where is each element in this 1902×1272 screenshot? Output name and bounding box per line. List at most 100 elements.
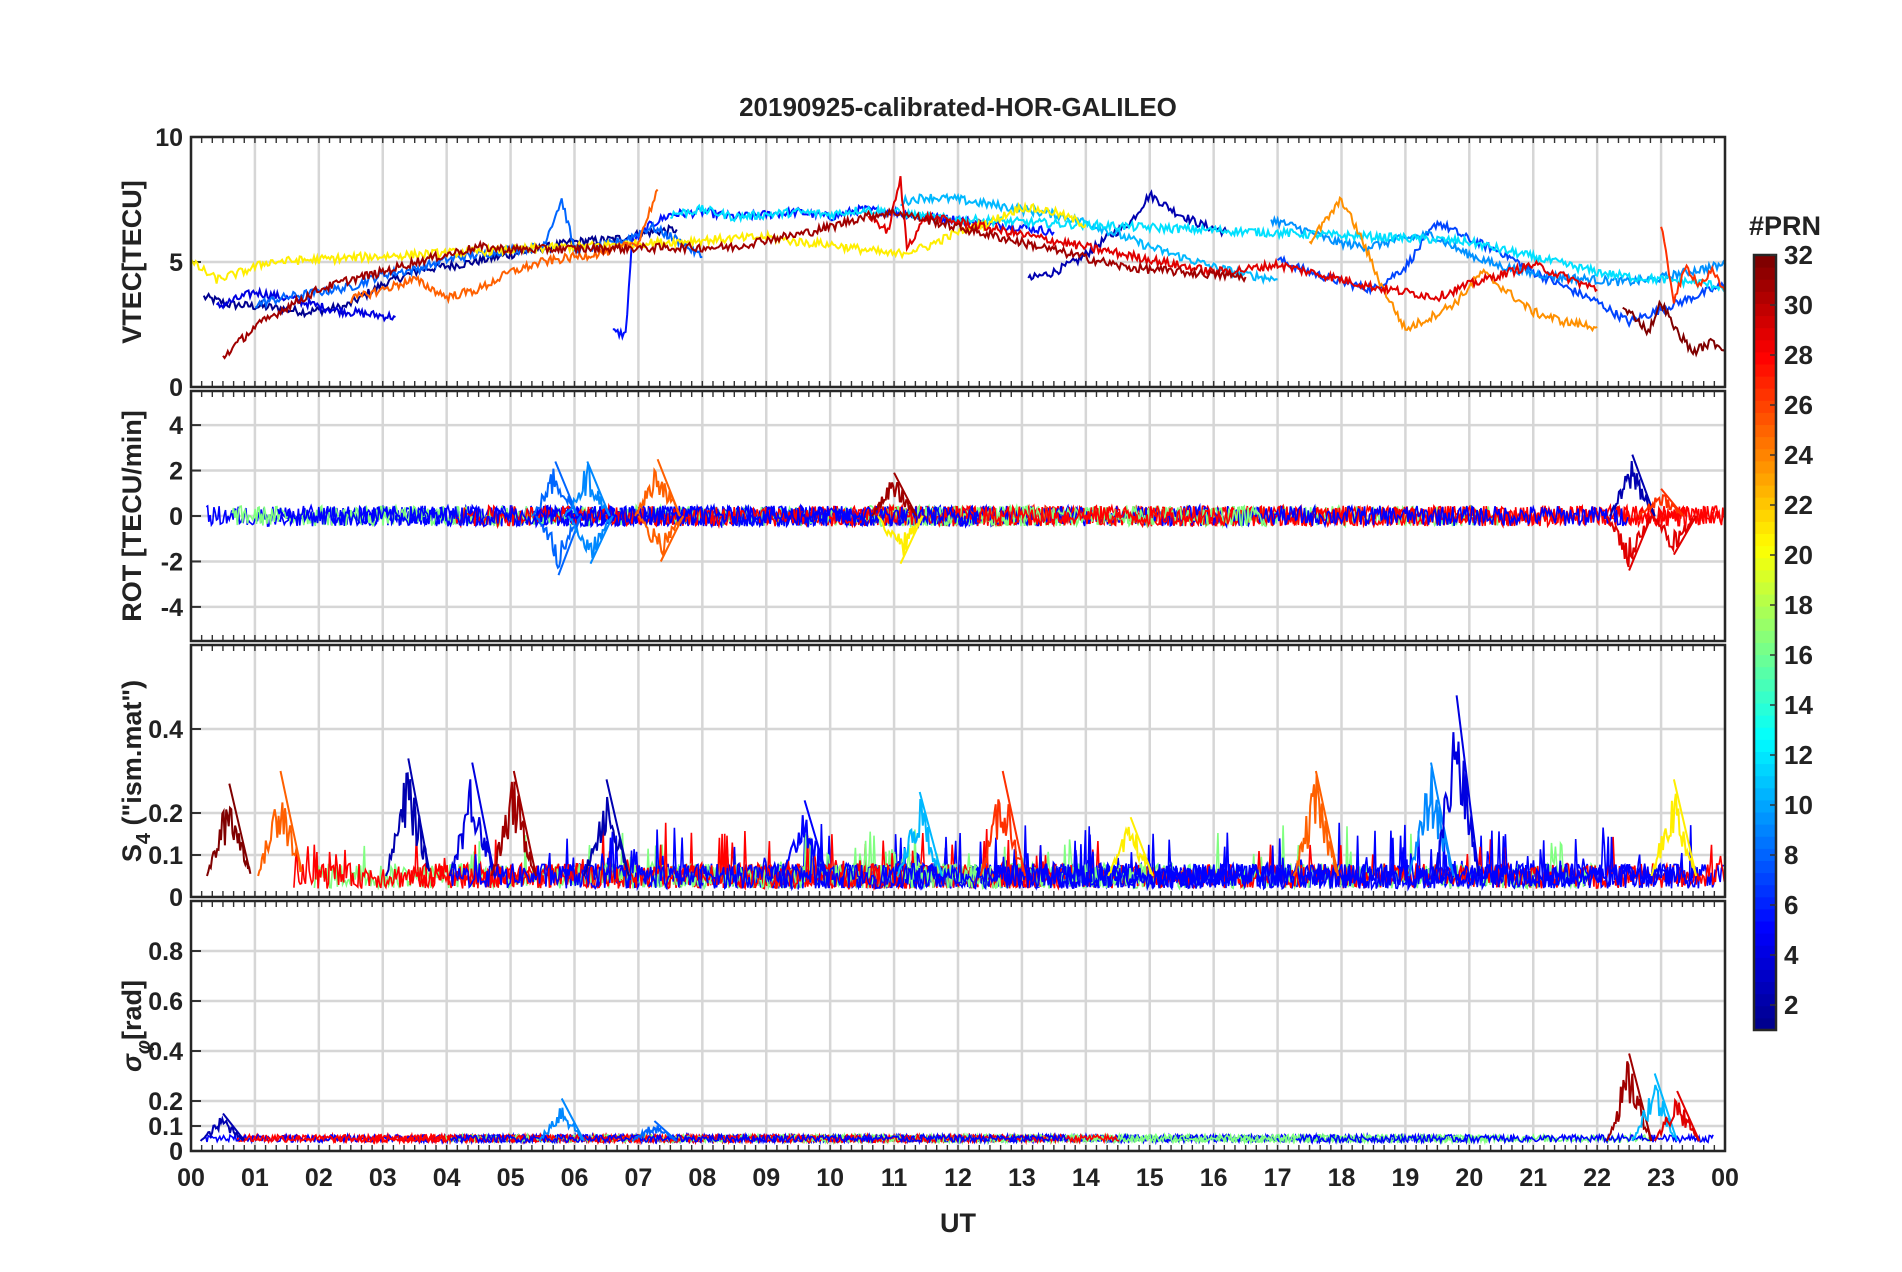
colorbar-frame [1752,253,1778,1032]
colorbar-segment [1754,412,1776,426]
colorbar-tick-label: 4 [1784,940,1799,970]
series-prn-31 [222,206,1247,360]
spike-rot [870,472,918,517]
spike-sigma_phi [631,1120,678,1142]
spike-s4 [583,779,630,877]
x-tick-label: 13 [1008,1164,1036,1192]
series-group-rot [205,454,1725,576]
colorbar-segment [1754,787,1776,801]
axes-frame-rot [189,389,1727,643]
colorbar-segment [1754,836,1776,849]
x-tick-label: 10 [816,1164,844,1192]
colorbar-segment [1754,933,1776,946]
colorbar-segment [1754,557,1776,571]
colorbar-segment [1754,872,1776,886]
x-tick-label: 20 [1455,1164,1483,1192]
y-tick-label: 0 [169,374,183,402]
y-tick-label: 0.4 [148,1038,183,1066]
series-prn-32 [1622,299,1725,358]
colorbar-segment [1754,315,1776,329]
x-tick-label: 12 [944,1164,972,1192]
y-tick-label: 0.4 [148,716,183,744]
spike-rot [1606,515,1653,571]
colorbar-segment [1754,860,1776,874]
colorbar-segment [1754,703,1776,716]
spike-s4 [1650,779,1698,877]
colorbar-segment [1754,485,1776,498]
colorbar-tick-label: 20 [1784,540,1813,570]
y-axis-label-s4: S4 ("ism.mat") [117,680,155,862]
spike-rot [1650,515,1698,556]
y-axis-label-rot: ROT [TECU/min] [117,410,147,621]
colorbar-segment [1754,267,1776,280]
colorbar-segment [1754,812,1776,825]
colorbar-segment [1754,654,1776,668]
spike-s4 [257,770,303,877]
colorbar-segment [1754,436,1776,450]
y-tick-label: 5 [169,249,183,277]
colorbar-tick-label: 22 [1784,490,1813,520]
y-axis-label-sigma_phi: σφ[rad] [117,980,155,1072]
series-group-s4 [206,695,1725,892]
y-tick-label: 0.8 [148,938,183,966]
colorbar-segment [1754,945,1776,958]
x-tick-label: 17 [1264,1164,1292,1192]
colorbar-segment [1754,545,1776,559]
colorbar-segment [1754,799,1776,813]
spike-sigma_phi [538,1098,585,1142]
spike-s4 [1292,770,1340,877]
y-axis-label-vtec: VTEC[TECU] [117,180,147,344]
colorbar-segment [1754,255,1776,268]
x-tick-label: 14 [1072,1164,1100,1192]
x-tick-label: 01 [241,1164,269,1192]
y-tick-label: -4 [161,594,183,622]
colorbar-tick-label: 14 [1784,690,1813,720]
colorbar-segment [1754,303,1776,317]
series-prn-5 [1276,219,1725,329]
colorbar-tick-label: 26 [1784,390,1813,420]
series-prn-3 [215,286,396,323]
y-tick-label: 0 [169,1138,183,1166]
spike-s4 [384,758,431,877]
colorbar-segment [1754,824,1776,837]
colorbar-segment [1754,884,1776,898]
x-tick-label: 08 [688,1164,716,1192]
axes-frame-s4 [189,643,1727,899]
colorbar-segment [1754,606,1776,619]
colorbar-segment [1754,472,1776,486]
colorbar-title: #PRN [1749,211,1821,241]
spike-sigma_phi [1631,1073,1679,1142]
spike-s4 [979,770,1027,877]
x-tick-label: 11 [881,1164,908,1192]
ylabel-subscript: φ [133,1040,155,1054]
y-tick-label: 0.2 [148,800,183,828]
y-tick-label: 0.2 [148,1088,183,1116]
colorbar-segment [1754,630,1776,643]
colorbar-tick-label: 32 [1784,240,1813,270]
spike-s4 [896,791,943,877]
spike-s4 [206,783,252,877]
x-tick-label: 03 [369,1164,397,1192]
colorbar-segment [1754,1005,1776,1019]
colorbar-segment [1754,351,1776,365]
x-tick-label: 21 [1519,1164,1547,1192]
x-tick-label: 09 [752,1164,780,1192]
colorbar-tick-label: 18 [1784,590,1813,620]
colorbar-tick-label: 30 [1784,290,1813,320]
colorbar-segment [1754,376,1776,389]
spike-sigma_phi [1605,1053,1653,1142]
y-tick-label: 0.1 [148,1113,183,1141]
y-tick-label: 0 [169,884,183,912]
colorbar-segment [1754,727,1776,740]
colorbar-segment [1754,460,1776,474]
ylabel-subscript: 4 [133,832,155,844]
y-tick-label: 0.1 [148,842,183,870]
panel-rot: -4 -2 0 2 4 ROT [TECU/min] [117,389,1727,643]
colorbar-segment [1754,775,1776,789]
spike-rot [532,461,579,517]
spike-s4 [1107,816,1154,877]
x-tick-label: 02 [305,1164,333,1192]
colorbar-segment [1754,509,1776,522]
x-tick-label: 15 [1136,1164,1164,1192]
